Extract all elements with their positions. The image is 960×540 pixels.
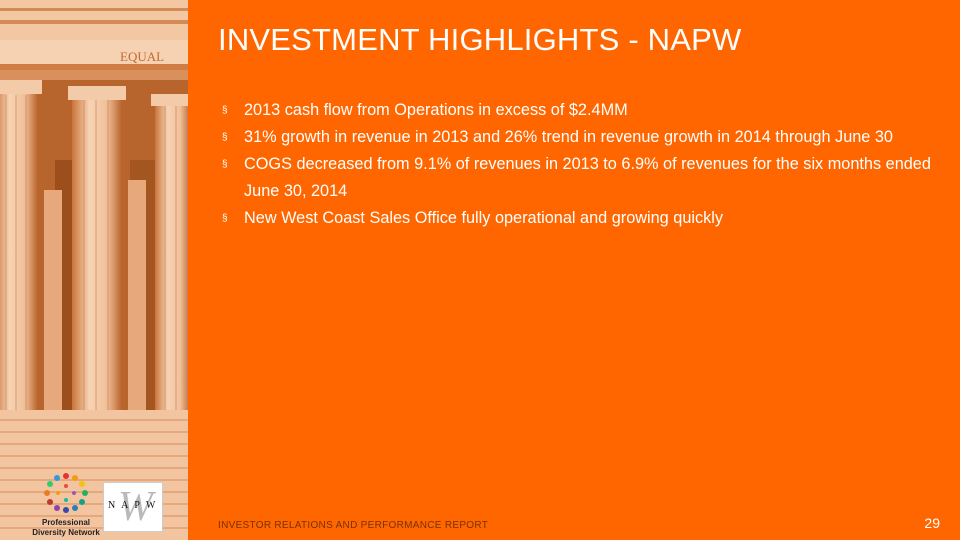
napw-monogram-icon: W (118, 484, 153, 530)
list-item: § 2013 cash flow from Operations in exces… (222, 97, 937, 124)
professional-diversity-network-logo: Professional Diversity Network (30, 470, 102, 537)
slide-title: INVESTMENT HIGHLIGHTS - NAPW (218, 22, 742, 57)
page-number: 29 (924, 515, 940, 531)
list-item: § COGS decreased from 9.1% of revenues in… (222, 151, 937, 205)
highlights-list: § 2013 cash flow from Operations in exces… (222, 97, 937, 232)
bullet-marker-icon: § (222, 132, 228, 143)
bullet-text: COGS decreased from 9.1% of revenues in … (244, 155, 931, 200)
pdn-caption-line2: Diversity Network (32, 528, 100, 537)
list-item: § New West Coast Sales Office fully opera… (222, 205, 937, 232)
dots-ring-icon (44, 473, 88, 513)
bullet-marker-icon: § (222, 213, 228, 224)
napw-logo: W N A P W (103, 482, 163, 532)
frieze-inscription: EQUAL (120, 49, 164, 64)
bullet-marker-icon: § (222, 105, 228, 116)
napw-wordmark: N A P W (108, 500, 158, 511)
pdn-caption-line1: Professional (41, 518, 90, 527)
list-item: § 31% growth in revenue in 2013 and 26% t… (222, 124, 937, 151)
bullet-text: 2013 cash flow from Operations in excess… (244, 101, 628, 119)
footer-caption: INVESTOR RELATIONS AND PERFORMANCE REPOR… (218, 520, 489, 531)
supreme-court-columns-image: EQUAL (0, 0, 188, 540)
bullet-marker-icon: § (222, 159, 228, 170)
bullet-text: New West Coast Sales Office fully operat… (244, 209, 724, 227)
bullet-text: 31% growth in revenue in 2013 and 26% tr… (244, 128, 893, 146)
